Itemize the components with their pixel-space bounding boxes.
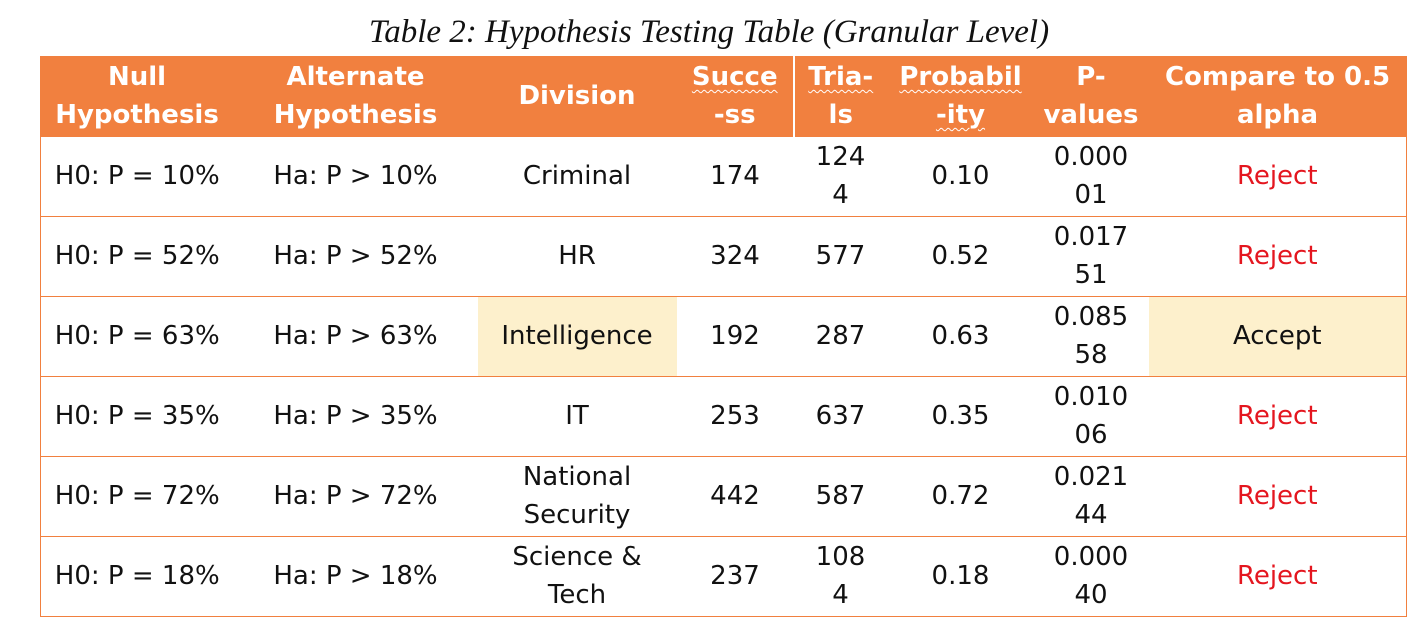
- header-row: Null Hypothesis Alternate Hypothesis Div…: [40, 56, 1407, 136]
- division-cell: National Security: [477, 455, 677, 537]
- probability-cell: 0.63: [887, 295, 1034, 377]
- null-hypothesis-cell: H0: P = 72%: [40, 455, 234, 537]
- division-cell: Science & Tech: [477, 535, 677, 617]
- success-cell: 253: [676, 375, 794, 457]
- table-row: H0: P = 10% Ha: P > 10% Criminal 174 124…: [40, 135, 1407, 217]
- column-header-trials: Tria- ls: [792, 56, 888, 136]
- null-hypothesis-cell: H0: P = 10%: [40, 135, 234, 217]
- trials-cell: 577: [793, 215, 888, 297]
- alternate-hypothesis-cell: Ha: P > 52%: [233, 215, 478, 297]
- trials-cell: 587: [793, 455, 888, 537]
- alternate-hypothesis-cell: Ha: P > 18%: [233, 535, 478, 617]
- p-value-cell: 0.021 44: [1033, 455, 1149, 537]
- table-row: H0: P = 52% Ha: P > 52% HR 324 577 0.52 …: [40, 215, 1407, 297]
- trials-cell: 637: [793, 375, 888, 457]
- success-cell: 237: [676, 535, 794, 617]
- table-row: H0: P = 63% Ha: P > 63% Intelligence 192…: [40, 295, 1407, 377]
- alternate-hypothesis-cell: Ha: P > 63%: [233, 295, 478, 377]
- trials-cell: 124 4: [793, 135, 888, 217]
- column-header-alternate-hypothesis: Alternate Hypothesis: [233, 56, 478, 136]
- p-value-cell: 0.085 58: [1033, 295, 1149, 377]
- success-cell: 442: [676, 455, 794, 537]
- trials-cell: 108 4: [793, 535, 888, 617]
- null-hypothesis-cell: H0: P = 35%: [40, 375, 234, 457]
- division-cell: HR: [477, 215, 677, 297]
- column-header-probability: Probabil -ity: [887, 56, 1034, 136]
- success-cell: 192: [676, 295, 794, 377]
- column-header-success: Succe -ss: [676, 56, 794, 136]
- probability-cell: 0.52: [887, 215, 1034, 297]
- p-value-cell: 0.000 40: [1033, 535, 1149, 617]
- column-header-p-values: P- values: [1033, 56, 1149, 136]
- null-hypothesis-cell: H0: P = 52%: [40, 215, 234, 297]
- division-cell-highlighted: Intelligence: [477, 295, 677, 377]
- success-cell: 174: [676, 135, 794, 217]
- probability-cell: 0.18: [887, 535, 1034, 617]
- p-value-cell: 0.010 06: [1033, 375, 1149, 457]
- decision-cell: Reject: [1148, 135, 1407, 217]
- division-cell: IT: [477, 375, 677, 457]
- alternate-hypothesis-cell: Ha: P > 10%: [233, 135, 478, 217]
- table-row: H0: P = 35% Ha: P > 35% IT 253 637 0.35 …: [40, 375, 1407, 457]
- null-hypothesis-cell: H0: P = 18%: [40, 535, 234, 617]
- trials-cell: 287: [793, 295, 888, 377]
- table-caption: Table 2: Hypothesis Testing Table (Granu…: [368, 14, 1050, 50]
- null-hypothesis-cell: H0: P = 63%: [40, 295, 234, 377]
- table-row: H0: P = 72% Ha: P > 72% National Security…: [40, 455, 1407, 537]
- division-cell: Criminal: [477, 135, 677, 217]
- success-cell: 324: [676, 215, 794, 297]
- table-row: H0: P = 18% Ha: P > 18% Science & Tech 23…: [40, 535, 1407, 617]
- decision-cell: Reject: [1148, 455, 1407, 537]
- decision-cell: Reject: [1148, 215, 1407, 297]
- column-header-null-hypothesis: Null Hypothesis: [40, 56, 234, 136]
- p-value-cell: 0.017 51: [1033, 215, 1149, 297]
- decision-cell: Reject: [1148, 375, 1407, 457]
- alternate-hypothesis-cell: Ha: P > 35%: [233, 375, 478, 457]
- probability-cell: 0.10: [887, 135, 1034, 217]
- p-value-cell: 0.000 01: [1033, 135, 1149, 217]
- hypothesis-table: Null Hypothesis Alternate Hypothesis Div…: [40, 56, 1407, 617]
- decision-cell: Reject: [1148, 535, 1407, 617]
- probability-cell: 0.35: [887, 375, 1034, 457]
- column-header-compare-alpha: Compare to 0.5 alpha: [1148, 56, 1407, 136]
- probability-cell: 0.72: [887, 455, 1034, 537]
- decision-cell-highlighted: Accept: [1148, 295, 1407, 377]
- column-header-division: Division: [477, 56, 677, 136]
- alternate-hypothesis-cell: Ha: P > 72%: [233, 455, 478, 537]
